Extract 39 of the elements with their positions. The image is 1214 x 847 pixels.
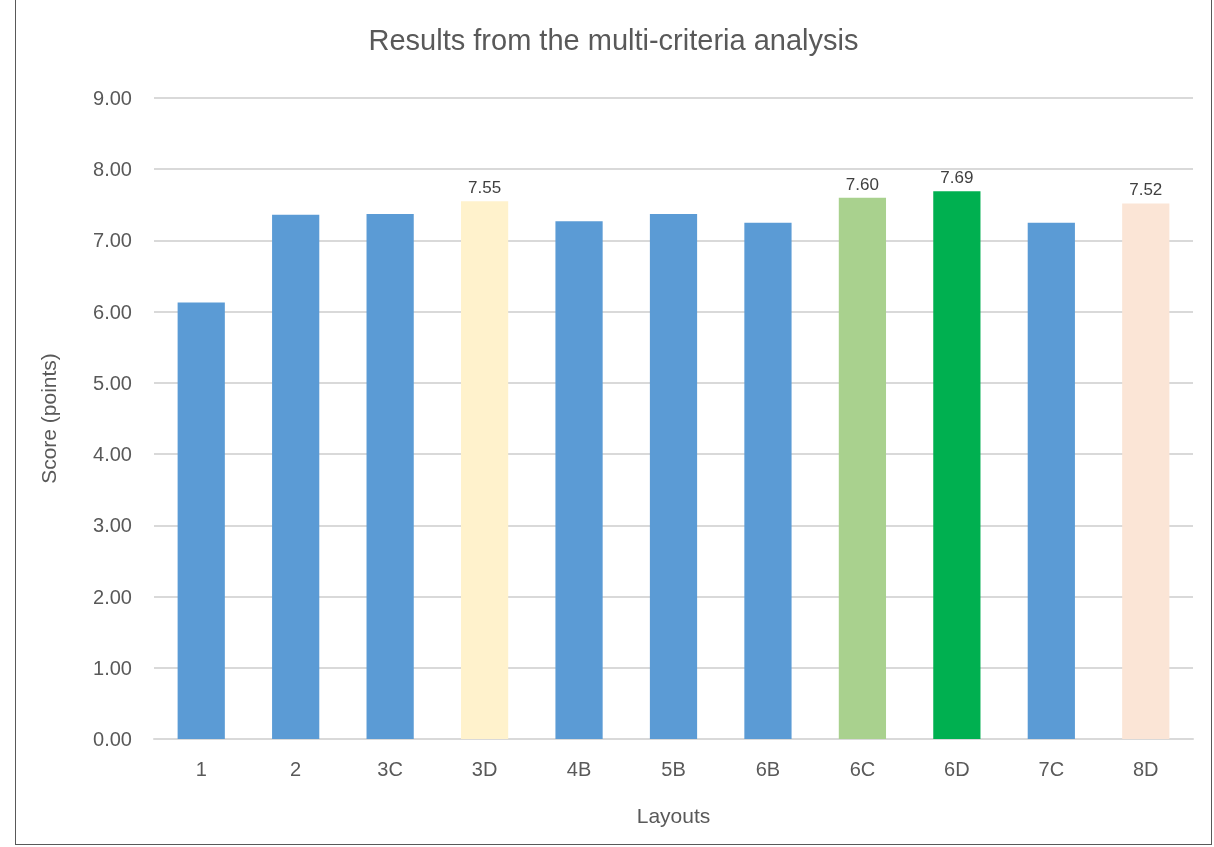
y-tick-label: 3.00 bbox=[93, 514, 132, 537]
y-tick-label: 7.00 bbox=[93, 229, 132, 252]
bar bbox=[177, 302, 225, 739]
data-label: 7.60 bbox=[845, 174, 879, 194]
x-tick-label: 1 bbox=[195, 758, 207, 780]
y-tick-label: 5.00 bbox=[93, 371, 132, 394]
y-tick-label: 8.00 bbox=[93, 158, 132, 181]
x-tick-label: 5B bbox=[661, 758, 686, 780]
x-tick-label: 3C bbox=[377, 758, 403, 780]
x-tick-label: 8D bbox=[1132, 758, 1159, 780]
x-tick-label: 6B bbox=[755, 758, 781, 780]
x-axis-title: Layouts bbox=[636, 804, 711, 827]
bar bbox=[460, 201, 509, 739]
y-tick-label: 2.00 bbox=[93, 585, 132, 608]
x-tick-label: 6D bbox=[944, 758, 970, 780]
bar bbox=[272, 214, 320, 739]
y-tick-label: 0.00 bbox=[93, 728, 132, 750]
bar bbox=[366, 214, 414, 739]
y-tick-label: 9.00 bbox=[93, 87, 132, 109]
data-label: 7.55 bbox=[468, 178, 502, 198]
data-label: 7.52 bbox=[1129, 180, 1163, 200]
x-tick-label: 4B bbox=[566, 758, 592, 780]
bar bbox=[555, 221, 603, 739]
chart-title: Results from the multi-criteria analysis bbox=[368, 23, 859, 56]
bar bbox=[933, 191, 981, 739]
bar bbox=[1027, 222, 1075, 739]
x-tick-label: 2 bbox=[290, 758, 302, 780]
x-tick-label: 3D bbox=[471, 758, 498, 780]
y-tick-label: 6.00 bbox=[93, 300, 132, 323]
data-label: 7.69 bbox=[940, 168, 974, 188]
y-tick-label: 1.00 bbox=[93, 656, 132, 679]
x-tick-label: 7C bbox=[1038, 758, 1065, 780]
x-tick-label: 6C bbox=[849, 758, 876, 780]
bar bbox=[744, 222, 792, 739]
bar bbox=[838, 197, 887, 739]
y-axis-title: Score (points) bbox=[37, 353, 60, 484]
y-tick-label: 4.00 bbox=[93, 443, 132, 466]
bar bbox=[649, 214, 698, 739]
bar bbox=[1122, 203, 1170, 739]
